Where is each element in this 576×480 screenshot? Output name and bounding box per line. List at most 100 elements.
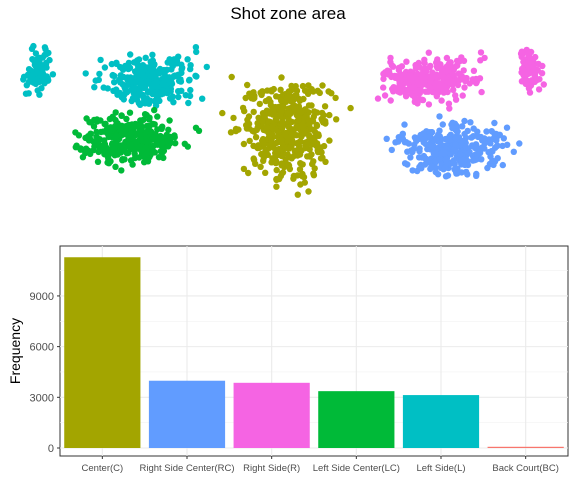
scatter-point (242, 94, 249, 102)
scatter-point (252, 160, 259, 167)
scatter-point (219, 109, 226, 117)
scatter-point (132, 120, 139, 128)
scatter-point (269, 125, 277, 132)
scatter-point (491, 119, 498, 127)
scatter-point (166, 56, 173, 63)
scatter-point (430, 150, 437, 157)
scatter-point (459, 123, 466, 130)
scatter-point (142, 54, 149, 61)
scatter-point (433, 63, 441, 70)
scatter-point (149, 51, 156, 58)
scatter-point (23, 82, 30, 89)
scatter-point (203, 63, 210, 71)
scatter-point (275, 146, 282, 153)
scatter-point (461, 117, 468, 125)
scatter-point (387, 58, 394, 66)
scatter-point (474, 151, 481, 158)
scatter-point (405, 140, 412, 147)
scatter-point (265, 134, 273, 141)
scatter-point (518, 53, 525, 60)
scatter-point (118, 128, 125, 135)
scatter-point (154, 96, 162, 103)
scatter-point (294, 191, 301, 198)
y-axis-ticks: 0 3000 6000 9000 (30, 291, 60, 455)
scatter-point (154, 113, 161, 120)
scatter-point (273, 175, 280, 183)
scatter-point (302, 106, 309, 113)
scatter-point (175, 77, 183, 85)
scatter-point (313, 140, 321, 147)
scatter-point (193, 48, 200, 56)
scatter-point (398, 63, 406, 70)
scatter-point (411, 141, 418, 148)
scatter-point (250, 108, 257, 116)
scatter-point (311, 108, 318, 115)
scatter-point (496, 131, 503, 138)
scatter-point (394, 75, 402, 82)
scatter-point (273, 166, 280, 174)
scatter-point (199, 95, 206, 102)
scatter-point (184, 56, 191, 63)
scatter-point (143, 111, 150, 119)
scatter-point (46, 56, 53, 64)
scatter-point (277, 86, 284, 94)
scatter-point (144, 99, 151, 106)
shot-zone-scatter-plot (20, 42, 547, 198)
scatter-point (72, 144, 80, 151)
scatter-point (166, 79, 173, 86)
scatter-point (278, 160, 285, 167)
scatter-point (104, 85, 111, 92)
scatter-point (257, 163, 264, 170)
scatter-point (259, 88, 266, 96)
scatter-point (494, 155, 501, 162)
scatter-point (149, 147, 156, 155)
scatter-point (147, 62, 155, 70)
scatter-point (93, 133, 100, 140)
scatter-point (461, 130, 468, 138)
scatter-point (485, 149, 492, 156)
scatter-point (29, 71, 37, 78)
scatter-point (160, 134, 167, 141)
scatter-point (423, 67, 430, 75)
scatter-point (473, 78, 480, 86)
scatter-point (138, 147, 146, 154)
scatter-point (131, 154, 139, 162)
scatter-point (374, 95, 382, 102)
scatter-point (433, 93, 440, 100)
scatter-point (427, 62, 434, 70)
scatter-point (445, 100, 453, 107)
scatter-point (518, 48, 526, 55)
scatter-point (418, 74, 425, 81)
scatter-point (184, 143, 191, 150)
scatter-point (92, 77, 99, 84)
x-axis-ticks: Center(C) Right Side Center(RC) Right Side… (81, 456, 559, 474)
scatter-point (151, 106, 158, 114)
scatter-point (503, 124, 511, 131)
scatter-point (290, 175, 297, 182)
bar (64, 257, 141, 448)
scatter-point (272, 159, 280, 167)
scatter-point (408, 147, 415, 154)
scatter-point (525, 63, 533, 70)
scatter-point (139, 72, 147, 79)
scatter-point (135, 64, 142, 72)
scatter-point (250, 155, 257, 162)
scatter-point (97, 56, 104, 64)
scatter-point (113, 86, 120, 93)
scatter-point (425, 83, 433, 90)
scatter-point (246, 137, 253, 145)
scatter-point (269, 155, 276, 162)
scatter-point (296, 97, 304, 104)
scatter-point (449, 70, 457, 78)
scatter-point (119, 81, 127, 88)
scatter-point (516, 140, 523, 147)
scatter-point (185, 99, 192, 107)
scatter-point (296, 151, 304, 158)
scatter-point (473, 144, 481, 151)
scatter-point (91, 116, 98, 124)
scatter-point (399, 85, 407, 92)
scatter-point (187, 86, 194, 94)
scatter-point (457, 151, 464, 158)
scatter-point (278, 74, 285, 81)
scatter-point (93, 128, 100, 136)
